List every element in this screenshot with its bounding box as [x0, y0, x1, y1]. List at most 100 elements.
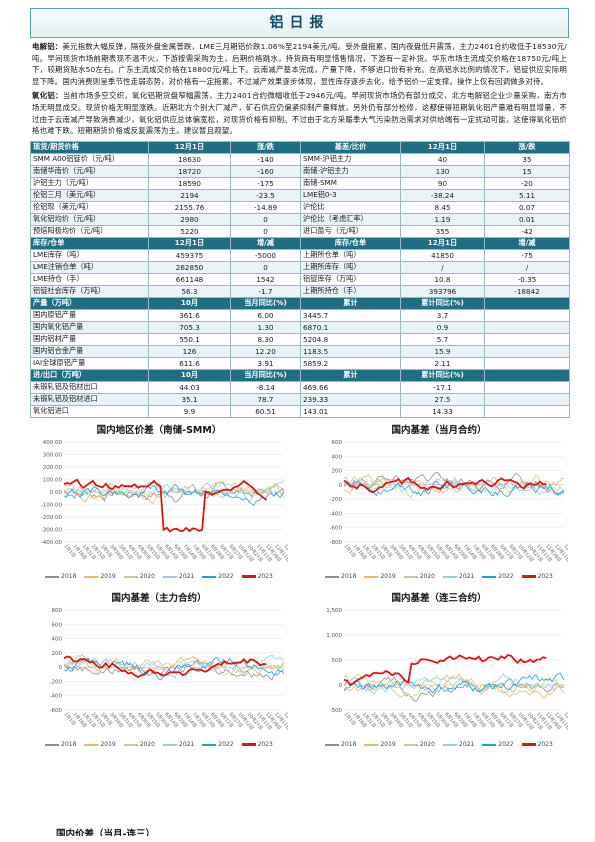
legend-label: 2021: [179, 741, 195, 749]
legend-label: 2020: [419, 573, 435, 581]
table-cell: 2.11: [400, 356, 485, 370]
table-cell: /: [484, 260, 570, 274]
y-tick-label: 0.00: [50, 490, 63, 496]
chart-title: 国内基差（当月合约）: [391, 424, 487, 436]
table-cell: 44.03: [148, 380, 231, 394]
table-cell: 国内氧化铝产量: [30, 320, 149, 334]
table-header-cell: 10月: [148, 296, 231, 310]
table-cell: 伦铝现（美元/吨）: [30, 200, 149, 214]
table-cell: 氧化铝进口: [30, 404, 149, 418]
table-header-row: 产量（万吨） 10月 当月同比(%) 累计 累计同比(%): [30, 296, 570, 310]
table-cell: 661148: [148, 272, 231, 286]
y-tick-label: 200: [52, 651, 63, 657]
y-tick-label: -200: [50, 679, 63, 685]
legend-label: 2018: [61, 741, 77, 749]
table-row: 沪铝主力（元/吨） 18590 -175 南储-SMM 90 -20: [30, 176, 570, 190]
legend-item: 2023: [241, 573, 273, 581]
table-header-cell: 增/减: [230, 236, 301, 250]
table-header-cell: 12月1日: [400, 140, 485, 154]
table-row: 未锻轧铝及铝材出口 44.03 -8.14 469.66 -17.1: [30, 380, 570, 394]
series-line-2021: [343, 672, 565, 696]
legend-label: 2019: [380, 741, 396, 749]
series-line-2023: [343, 476, 547, 494]
chart-title: 国内基差（主力合约）: [111, 592, 207, 604]
legend-swatch: [521, 575, 536, 579]
y-tick-label: 400.00: [43, 440, 63, 446]
table-cell: 铝锭库存（万吨）: [300, 272, 401, 286]
table-cell: 18590: [148, 176, 231, 190]
table-cell: -42: [484, 224, 570, 238]
legend-swatch: [521, 743, 536, 747]
legend-label: 2022: [498, 573, 514, 581]
legend-swatch: [163, 743, 177, 746]
y-tick-label: 1,000: [326, 633, 342, 639]
table-header-cell: 累计: [300, 368, 401, 382]
legend-label: 2020: [139, 741, 155, 749]
table-cell: 239.33: [300, 392, 401, 406]
table-header-cell: 进/出口（万吨）: [30, 368, 149, 382]
market-data-table: 现货/期货价格 12月1日 涨/跌 基差/比价 12月1日 涨/跌 SMM A00铝锭价（元…: [30, 140, 570, 418]
table-header-cell: 累计: [300, 296, 401, 310]
legend-swatch: [84, 743, 99, 746]
series-line-2020: [343, 673, 565, 698]
table-row: 氧化铝均价（元/吨） 2980 0 沪伦比（考虑汇率） 1.19 0.01: [30, 212, 570, 226]
table-row: 预焙阳极均价（元/吨） 5220 0 进口盈亏（元/吨） 355 -42: [30, 224, 570, 238]
legend-label: 2018: [341, 573, 357, 581]
legend-swatch: [403, 743, 418, 746]
table-cell: 南储-沪铝主力: [300, 164, 401, 178]
legend-item: 2020: [123, 573, 155, 581]
y-tick-label: -200.00: [41, 515, 63, 521]
legend-swatch: [482, 743, 497, 746]
next-chart-title: 国内价差（当月-连三）: [56, 829, 155, 836]
y-tick-label: 1,500: [326, 608, 342, 614]
y-tick-label: 0: [339, 683, 343, 689]
legend-item: 2023: [521, 573, 553, 580]
table-cell: 5.7: [400, 332, 485, 346]
table-cell: 5204.8: [300, 332, 401, 346]
chart-regional-spread: 国内地区价差（南储-SMM） 400.00 300.00 200.00 100.00 0…: [30, 424, 288, 582]
legend-label: 2023: [257, 573, 273, 581]
paragraph-text: 当前市场多空交织，氧化铝期货盘窄幅震荡，主力2401合约微幅收低于2946元/吨…: [32, 91, 567, 136]
table-header-cell: 12月1日: [400, 236, 485, 250]
legend-item: 2023: [521, 741, 553, 748]
legend-label: 2019: [100, 741, 116, 749]
paragraph-text: 美元指数大幅反弹，隔夜外盘金属普跌，LME三月期铝价跌1.06%至2194美元/…: [32, 42, 567, 86]
table-cell: 进口盈亏（元/吨）: [300, 224, 401, 238]
legend-label: 2019: [380, 573, 396, 581]
table-cell: LME库存（吨）: [30, 248, 149, 262]
table-cell: -38.24: [400, 188, 485, 202]
legend-swatch: [123, 575, 138, 578]
table-cell: 5220: [148, 224, 231, 238]
chart-legend: 2018 2019 2020 2021 2022 2023: [30, 740, 288, 750]
table-cell: 393796: [400, 284, 485, 298]
legend-swatch: [403, 575, 418, 578]
table-header-cell: 涨/跌: [230, 140, 301, 154]
table-cell: 未锻轧铝及铝材出口: [30, 380, 149, 394]
table-cell: [484, 404, 570, 418]
table-cell: 361.6: [148, 308, 231, 322]
series-line-2018: [343, 675, 565, 702]
table-row: SMM A00铝锭价（元/吨） 18630 -140 SMM-沪铝主力 40 35: [30, 152, 570, 166]
y-tick-label: -400: [50, 693, 63, 699]
legend-item: 2022: [482, 573, 514, 581]
legend-swatch: [364, 575, 379, 578]
table-cell: 56.3: [148, 284, 231, 298]
y-tick-label: 200: [332, 468, 343, 474]
table-cell: -175: [230, 176, 301, 190]
table-cell: 铝锭社会库存（万吨）: [30, 284, 149, 298]
legend-item: 2018: [325, 741, 356, 748]
table-cell: 上期所持仓（手）: [300, 284, 401, 298]
legend-label: 2023: [257, 741, 273, 749]
table-cell: 8.30: [230, 332, 301, 346]
y-tick-label: -100.00: [41, 502, 63, 508]
table-cell: 沪伦比: [300, 200, 401, 214]
legend-label: 2020: [139, 573, 155, 581]
y-tick-label: -600: [330, 525, 343, 531]
legend-item: 2020: [403, 741, 435, 748]
legend-swatch: [364, 743, 379, 746]
chart-plot: 1,5001,0005000-5001月1日1月16日1月31日2月15日3月1…: [326, 608, 568, 731]
paragraph-alumina: 氧化铝：当前市场多空交织，氧化铝期货盘窄幅震荡，主力2401合约微幅收低于294…: [32, 90, 567, 136]
table-cell: SMM-沪铝主力: [300, 152, 401, 166]
table-cell: 40: [400, 152, 485, 166]
table-cell: 2194: [148, 188, 231, 202]
